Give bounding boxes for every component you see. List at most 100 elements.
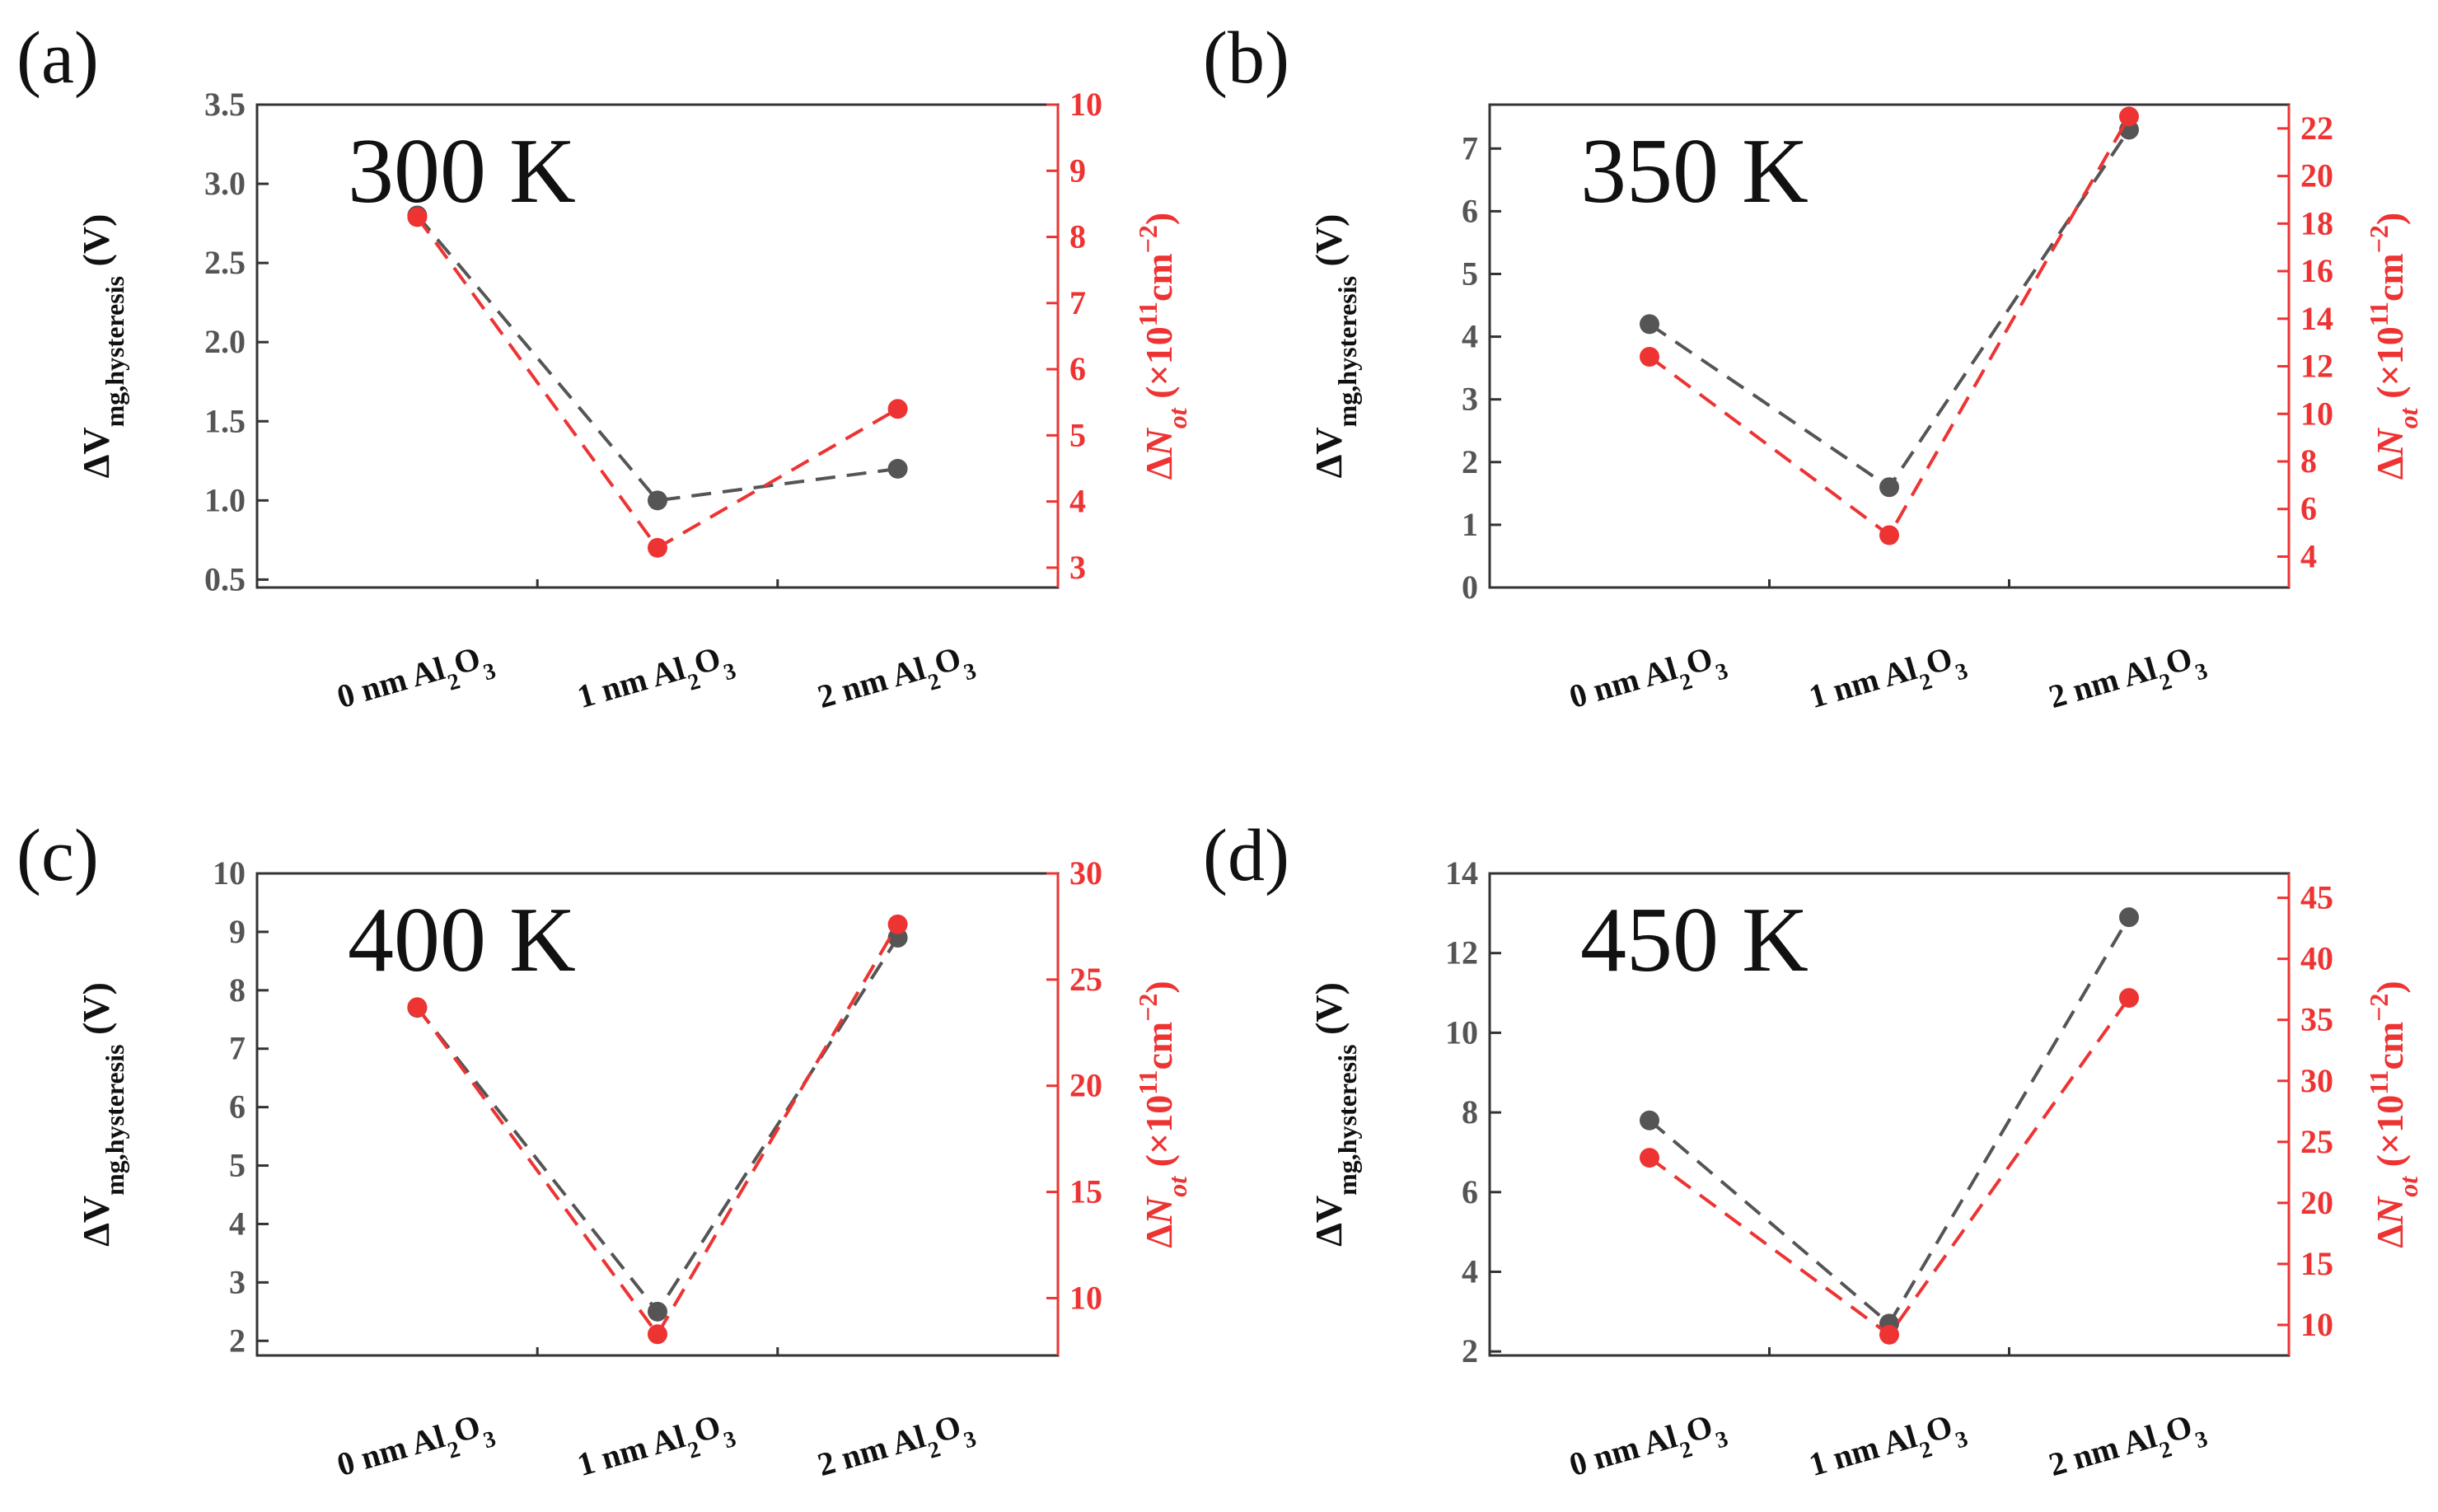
right-series-point [1640, 1148, 1659, 1168]
right-axis-label: ΔNot (×1011cm−2) [2364, 213, 2423, 480]
left-series-line [415, 936, 900, 1315]
left-tick-label: 2 [1462, 1332, 1478, 1369]
left-tick-label: 10 [1445, 1013, 1478, 1051]
right-series-point [648, 537, 667, 558]
left-series-point [648, 490, 667, 511]
category-label: 1 nm Al2O3 [1805, 1404, 1971, 1494]
left-tick-label: 12 [1445, 934, 1478, 971]
right-tick-label: 45 [2300, 879, 2333, 916]
left-tick-label: 5 [229, 1147, 246, 1184]
right-tick-label: 9 [1069, 152, 1086, 189]
left-tick-label: 4 [229, 1205, 246, 1242]
right-tick-label: 22 [2300, 110, 2333, 147]
left-tick-label: 14 [1445, 854, 1478, 892]
left-tick-label: 2.5 [204, 244, 246, 281]
category-label: 0 nm Al2O3 [1565, 636, 1731, 726]
left-tick-label: 8 [229, 971, 246, 1009]
right-tick-label: 20 [2300, 157, 2333, 194]
right-tick-label: 10 [2300, 1306, 2333, 1343]
right-tick-label: 6 [2300, 490, 2317, 527]
left-series-point [1640, 314, 1659, 335]
left-tick-label: 5 [1462, 255, 1478, 292]
right-tick-label: 8 [2300, 442, 2317, 480]
left-tick-label: 7 [229, 1030, 246, 1067]
right-tick-label: 15 [2300, 1245, 2333, 1282]
left-tick-label: 3.0 [204, 165, 246, 202]
category-label: 2 nm Al2O3 [2045, 1404, 2211, 1494]
right-tick-label: 16 [2300, 252, 2333, 289]
left-tick-label: 6 [1462, 1173, 1478, 1210]
left-tick-label: 0.5 [204, 560, 246, 597]
right-tick-label: 20 [1069, 1067, 1102, 1104]
chart-panel-0: (a) 0.5 1.0 1.5 2.0 2.5 3.0 3.5 3 4 5 6 7 8 9 10 0 nm Al… [16, 17, 1192, 726]
right-tick-label: 20 [2300, 1184, 2333, 1221]
category-label: 0 nm Al2O3 [333, 1404, 498, 1494]
right-tick-label: 18 [2300, 204, 2333, 241]
left-tick-label: 1.5 [204, 402, 246, 439]
right-tick-label: 10 [1069, 1279, 1102, 1316]
category-label: 1 nm Al2O3 [573, 636, 739, 726]
right-series-point [1879, 1324, 1899, 1345]
right-tick-label: 5 [1069, 416, 1086, 453]
right-tick-label: 25 [1069, 961, 1102, 998]
category-label: 1 nm Al2O3 [573, 1404, 739, 1494]
left-tick-label: 6 [1462, 192, 1478, 229]
left-tick-label: 9 [229, 913, 246, 950]
left-series-point [1879, 477, 1899, 498]
left-tick-label: 3.5 [204, 86, 246, 123]
right-series-line [1648, 996, 2131, 1337]
left-axis-label: ΔVmg,hysteresis (V) [75, 982, 129, 1247]
left-tick-label: 2 [229, 1322, 246, 1359]
left-tick-label: 6 [229, 1088, 246, 1126]
right-series-point [1879, 525, 1899, 545]
left-axis-label: ΔVmg,hysteresis (V) [75, 214, 129, 479]
category-label: 2 nm Al2O3 [813, 1404, 979, 1494]
right-tick-label: 35 [2300, 1001, 2333, 1038]
left-tick-label: 4 [1462, 1252, 1478, 1290]
temperature-label: 300 K [348, 120, 576, 222]
left-tick-label: 7 [1462, 129, 1478, 166]
temperature-label: 400 K [348, 889, 576, 991]
right-series-point [1640, 346, 1659, 367]
category-label: 0 nm Al2O3 [1565, 1404, 1731, 1494]
left-tick-label: 3 [229, 1263, 246, 1300]
right-tick-label: 8 [1069, 218, 1086, 255]
category-label: 1 nm Al2O3 [1805, 636, 1971, 726]
left-axis-label: ΔVmg,hysteresis (V) [1308, 982, 1362, 1247]
right-tick-label: 10 [1069, 86, 1102, 123]
right-tick-label: 12 [2300, 348, 2333, 385]
left-series-point [648, 1301, 667, 1322]
left-tick-label: 3 [1462, 381, 1478, 418]
right-axis-label: ΔNot (×1011cm−2) [1133, 981, 1192, 1248]
right-series-point [887, 914, 908, 934]
left-tick-label: 8 [1462, 1093, 1478, 1130]
right-tick-label: 40 [2300, 940, 2333, 977]
right-tick-label: 4 [1069, 483, 1086, 520]
panel-label: (c) [16, 815, 99, 896]
right-tick-label: 7 [1069, 284, 1086, 321]
right-series-point [407, 207, 428, 227]
left-tick-label: 1.0 [204, 481, 246, 518]
chart-panel-3: (d) 2 4 6 8 10 12 14 10 15 20 25 30 35 40 45 0 nm Al2O3 1… [1203, 815, 2423, 1494]
right-series-point [407, 997, 428, 1018]
right-series-point [2119, 988, 2139, 1009]
left-tick-label: 1 [1462, 506, 1478, 543]
chart-panel-2: (c) 2 3 4 5 6 7 8 9 10 10 15 20 25 30 0 nm Al2O3 1 nm Al… [16, 815, 1192, 1494]
temperature-label: 450 K [1580, 889, 1809, 991]
right-tick-label: 15 [1069, 1173, 1102, 1210]
temperature-label: 350 K [1580, 120, 1809, 222]
left-axis-label: ΔVmg,hysteresis (V) [1308, 214, 1362, 479]
left-series-point [2119, 907, 2139, 928]
right-tick-label: 4 [2300, 537, 2317, 574]
category-label: 2 nm Al2O3 [813, 636, 979, 726]
category-label: 0 nm Al2O3 [333, 636, 498, 726]
right-tick-label: 30 [2300, 1062, 2333, 1099]
right-series-point [2119, 106, 2139, 127]
left-tick-label: 0 [1462, 569, 1478, 606]
panel-label: (d) [1203, 815, 1289, 896]
category-label: 2 nm Al2O3 [2045, 636, 2211, 726]
right-tick-label: 10 [2300, 395, 2333, 432]
left-series-point [1640, 1110, 1659, 1130]
right-series-point [648, 1324, 667, 1345]
